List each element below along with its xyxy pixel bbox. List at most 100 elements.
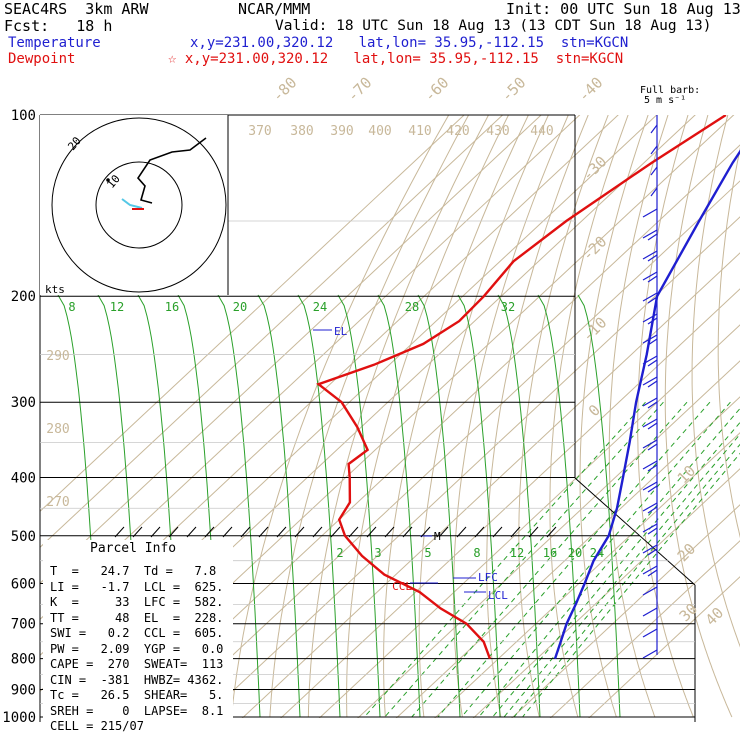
dry-adiabat-line [346,115,509,718]
dry-adiabat-line [717,147,740,539]
pressure-tick-label: 800 [11,652,36,668]
hatch-mark [186,526,197,538]
hatch-mark [222,526,233,538]
isotherm-line [40,115,465,513]
wind-barb [642,607,658,617]
isotherm-line [164,180,740,718]
parcel-info-row: CAPE = 270 SWEAT= 113 [50,657,224,671]
wind-barb [642,250,658,260]
hatch-mark [528,526,539,538]
parcel-info-row: K = 33 LFC = 582. [50,595,224,609]
hatch-mark [456,526,467,538]
dry-adiabat-line [418,115,549,718]
isotherm-line [280,288,740,718]
wind-barb [642,334,658,344]
moist-adiabat-line [577,294,621,718]
hatch-mark [510,526,521,538]
wind-barb [642,418,658,428]
wind-barb-tick [647,359,658,367]
isotherm-label: -10 [579,314,611,346]
moist-adiabat-line [297,294,341,718]
moist-adiabat-line [217,294,261,718]
annotation-el: EL [334,325,348,338]
hatch-mark [240,526,251,538]
right-axis-slant [574,477,696,586]
dry-adiabat-labels: 370 380 390 400 410 420 430 440 290 280 270 [46,124,553,510]
wind-barb [650,187,658,197]
parcel-info-row: SREH = 0 LAPSE= 8.1 [50,703,224,718]
hodograph-ring-outer [51,117,227,293]
isotherm-line [395,396,740,718]
wind-barb [642,355,658,365]
parcel-info-box [43,540,233,718]
isotherm-label: -60 [421,74,453,106]
dry-adiabat-line [486,115,589,718]
wind-barbs [642,115,658,659]
pressure-axis-labels: 100 200 300 400 500 600 700 800 900 1000 [2,108,36,726]
wind-barb [650,124,658,134]
wind-barb-tick [647,548,658,556]
dry-adiabat-line [269,115,470,718]
mixing-ratio-label: 8 [473,546,480,560]
pressure-tick-label: 300 [11,395,36,411]
mixing-ratio-label: 28 [405,300,419,314]
source-title: NCAR/MMM [238,0,311,18]
moist-adiabat-line [457,294,501,718]
wind-barb-tick [647,380,658,388]
wind-barb-tick [647,401,658,409]
mixing-ratio-label: 24 [313,300,327,314]
moist-adiabat-line [497,294,541,718]
isotherm-line [203,216,740,718]
sounding-series [316,115,740,660]
isotherm-line [472,468,740,718]
mixing-ratio-label: 8 [68,300,75,314]
wind-barb [642,397,658,407]
wind-barb [642,271,658,281]
hatch-mark [114,526,125,538]
init-time: Init: 00 UTC Sun 18 Aug 13 [506,0,740,18]
dry-adiabat-label: 380 [290,124,313,139]
isotherm-label: 30 [676,600,702,626]
mixing-ratio-label: 12 [110,300,124,314]
wind-barb-tick [647,527,658,535]
moist-adiabat-line [417,294,461,718]
moist-adiabat-line [377,294,421,718]
mixing-ratio-label: 2 [336,546,343,560]
mixing-ratio-line [461,401,731,718]
dry-adiabat-label: 280 [46,422,69,437]
wind-barb [642,229,658,239]
wind-barb-tick [647,506,658,514]
hatch-mark [384,526,395,538]
annotation-lcl: LCL [488,589,508,602]
dry-adiabat-label: 410 [408,124,431,139]
pressure-tick-label: 600 [11,576,36,592]
wind-barb [642,565,658,575]
wind-barb [650,166,658,176]
hodograph-trace-low [121,198,143,209]
isotherm-line [318,324,740,718]
wind-barb-tick [647,317,658,325]
wind-barb [650,145,658,155]
pressure-tick-label: 400 [11,470,36,486]
barb-key-title: Full barb: [640,85,701,96]
dewpoint-legend: Dewpoint [8,51,76,67]
pressure-tick-label: 200 [11,289,36,305]
model-title: SEAC4RS 3km ARW [4,0,149,18]
mixing-ratio-label: 5 [424,546,431,560]
valid-time: Valid: 18 UTC Sun 18 Aug 13 (13 CDT Sun … [275,18,712,34]
hatch-mark [492,526,503,538]
hodograph-origin [106,178,110,182]
hatch-mark [168,526,179,538]
mixing-ratio-label: 16 [165,300,179,314]
wind-barb-tick [647,443,658,451]
hatch-mark [402,526,413,538]
parcel-info-background [43,540,233,718]
dry-adiabat-label: 440 [530,124,553,139]
parcel-info-row: LI = -1.7 LCL = 625. [50,579,224,594]
wind-barb-tick [647,464,658,472]
pressure-tick-label: 100 [11,108,36,124]
wind-barb-tick [647,233,658,241]
dry-adiabat-label: 430 [486,124,509,139]
dry-adiabat-lines [230,115,740,718]
